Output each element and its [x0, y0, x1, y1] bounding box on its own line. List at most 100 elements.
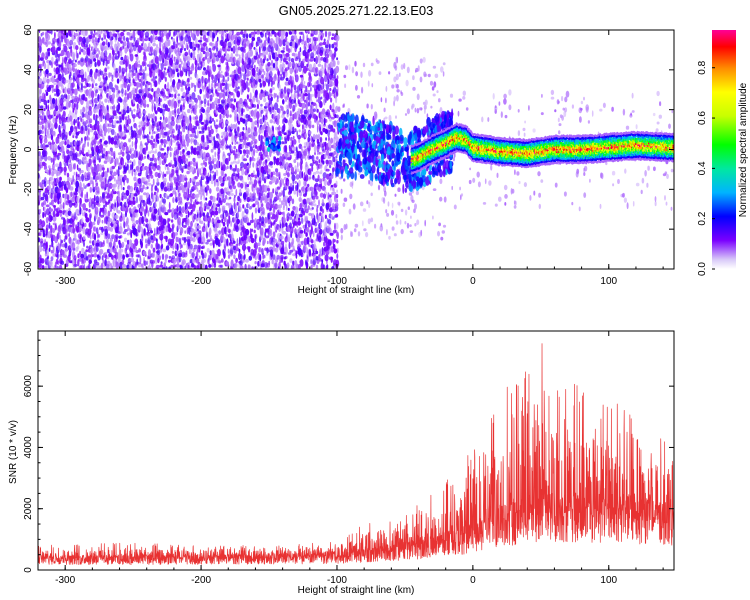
spectrogram-noise-cell: [297, 220, 302, 226]
spectrogram-noise-cell: [94, 163, 97, 172]
spectrogram-noise-cell: [116, 157, 119, 165]
spectrogram-noise-cell: [266, 58, 269, 62]
spectrogram-noise-cell: [139, 134, 142, 140]
spectrogram-noise-cell: [111, 254, 114, 260]
spectrogram-noise-cell: [164, 212, 169, 216]
spectrogram-noise-cell: [127, 115, 130, 119]
spectrogram-noise-cell: [46, 50, 49, 59]
spectrogram-noise-cell: [39, 38, 43, 47]
spectrogram-noise-cell: [88, 244, 93, 249]
spectrogram-noise-cell: [47, 47, 51, 52]
spectrogram-noise-cell: [69, 77, 73, 81]
spectrogram-noise-cell: [208, 156, 212, 163]
spectrogram-noise-cell: [74, 88, 78, 96]
spectrogram-noise-cell: [176, 166, 179, 174]
spectrogram-noise-cell: [111, 119, 114, 126]
spectrogram-noise-cell: [253, 148, 256, 157]
spectrogram-noise-cell: [51, 141, 56, 145]
spectrogram-noise-cell: [65, 187, 69, 194]
spectrogram-noise-cell: [249, 156, 252, 162]
spectrogram-noise-cell: [292, 61, 295, 70]
spectrogram-noise-cell: [95, 69, 99, 73]
spectrogram-noise-cell: [309, 72, 312, 81]
spectrogram-noise-cell: [253, 64, 256, 70]
spectrogram-noise-cell: [266, 240, 269, 245]
spectrogram-noise-cell: [217, 64, 221, 68]
spectrogram-noise-cell: [198, 255, 201, 259]
spectrogram-noise-cell: [88, 259, 92, 265]
spectrogram-noise-cell: [243, 158, 248, 162]
spectrogram-noise-cell: [47, 62, 50, 71]
spectrogram-noise-cell: [195, 193, 200, 198]
spectrogram-noise-cell: [186, 218, 190, 226]
spectrogram-noise-cell: [278, 37, 282, 43]
spectrogram-noise-cell: [245, 228, 250, 236]
spectrogram-noise-cell: [193, 46, 197, 51]
spectrogram-noise-cell: [294, 30, 297, 33]
spectrogram-noise-cell: [260, 216, 265, 224]
spectrogram-noise-cell: [151, 88, 154, 92]
spectrogram-noise-cell: [289, 258, 293, 263]
spectrogram-noise-cell: [54, 93, 56, 97]
spectrogram-noise-cell: [236, 238, 239, 246]
spectrogram-noise-cell: [272, 231, 276, 238]
spectrogram-noise-cell: [191, 63, 194, 69]
spectrogram-noise-cell: [41, 220, 46, 228]
spectrogram-noise-cell: [127, 224, 130, 231]
spectrogram-noise-cell: [86, 245, 89, 249]
spectrogram-noise-cell: [165, 71, 168, 76]
spectrogram-noise-cell: [96, 48, 99, 52]
spectrogram-noise-cell: [189, 243, 193, 250]
spectrogram-noise-cell: [119, 98, 123, 103]
spectrogram-noise-cell: [61, 62, 64, 71]
spectrogram-noise-cell: [157, 221, 160, 226]
spectrogram-noise-cell: [50, 216, 54, 221]
spectrogram-noise-cell: [194, 84, 197, 90]
spectrogram-noise-cell: [241, 265, 244, 269]
spectrogram-noise-cell: [282, 211, 286, 219]
spectrogram-noise-cell: [62, 217, 66, 226]
spectrogram-noise-cell: [243, 98, 248, 107]
spectrogram-noise-cell: [72, 220, 75, 228]
spectrogram-noise-cell: [215, 40, 219, 49]
spectrogram-noise-cell: [91, 146, 95, 152]
spectrogram-noise-cell: [186, 83, 191, 87]
spectrogram-noise-cell: [215, 179, 219, 183]
spectrogram-noise-cell: [115, 157, 118, 163]
spectrogram-noise-cell: [105, 254, 108, 260]
spectrogram-noise-cell: [209, 51, 213, 60]
spectrogram-noise-cell: [164, 47, 169, 55]
spectrogram-noise-cell: [82, 36, 87, 45]
spectrogram-noise-cell: [41, 130, 44, 135]
spectrogram-noise-cell: [139, 256, 142, 265]
spectrogram-noise-cell: [145, 218, 149, 223]
spectrogram-noise-cell: [147, 87, 151, 92]
spectrogram-noise-cell: [143, 61, 147, 67]
spectrogram-noise-cell: [101, 219, 104, 224]
spectrogram-noise-cell: [59, 161, 62, 169]
spectrogram-noise-cell: [197, 95, 202, 101]
spectrogram-noise-cell: [205, 197, 208, 201]
spectrogram-noise-cell: [295, 168, 300, 173]
spectrogram-noise-cell: [197, 244, 202, 250]
spectrogram-noise-cell: [63, 150, 66, 158]
spectrogram-noise-cell: [49, 263, 53, 269]
spectrogram-noise-cell: [145, 243, 148, 249]
spectrogram-noise-cell: [225, 261, 229, 266]
spectrogram-noise-cell: [73, 163, 77, 170]
spectrogram-noise-cell: [54, 223, 57, 231]
spectrogram-noise-cell: [130, 89, 136, 95]
spectrogram-noise-cell: [129, 160, 132, 164]
spectrogram-noise-cell: [170, 193, 173, 197]
spectrogram-noise-cell: [228, 215, 231, 224]
spectrogram-noise-cell: [224, 194, 228, 200]
spectrogram-noise-cell: [232, 56, 236, 63]
spectrogram-noise-cell: [204, 77, 209, 85]
spectrogram-noise-cell: [248, 106, 253, 110]
spectrogram-noise-cell: [155, 148, 158, 154]
spectrogram-noise-cell: [67, 26, 69, 29]
spectrogram-noise-cell: [298, 217, 301, 221]
spectrogram-noise-cell: [108, 136, 111, 140]
spectrogram-noise-cell: [201, 176, 205, 180]
spectrogram-noise-cell: [135, 125, 138, 130]
